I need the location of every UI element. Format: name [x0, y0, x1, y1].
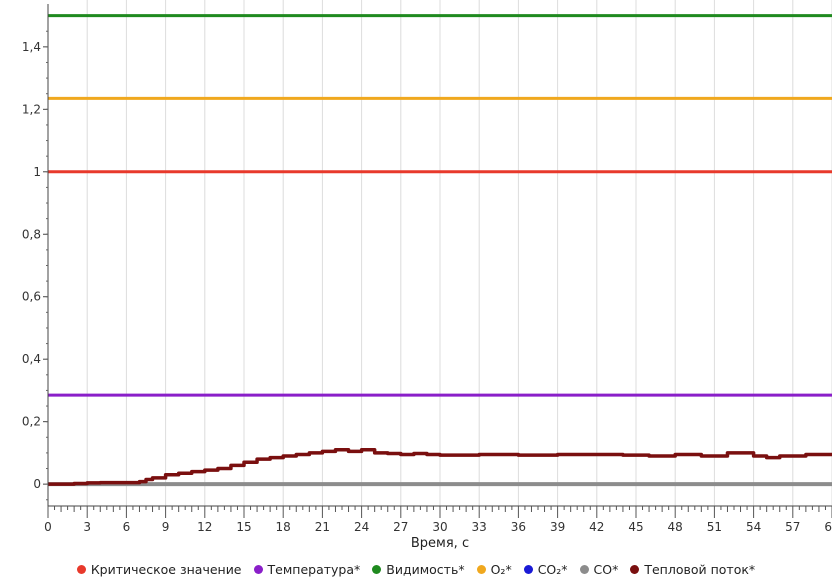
x-tick-label: 33 [472, 520, 487, 534]
legend-item[interactable]: Тепловой поток* [630, 562, 755, 577]
legend-marker-icon [630, 564, 640, 574]
y-tick-label: 0,4 [22, 352, 41, 366]
legend-label: Критическое значение [90, 561, 242, 577]
legend-label: Тепловой поток* [644, 561, 756, 577]
x-tick-label: 60 [824, 520, 832, 534]
x-tick-label: 0 [44, 520, 52, 534]
y-tick-label: 1 [33, 165, 41, 179]
legend-marker-icon [476, 564, 486, 574]
legend-marker-icon [372, 564, 382, 574]
x-tick-label: 51 [707, 520, 722, 534]
legend-item[interactable]: CO₂* [523, 561, 568, 577]
legend-marker-icon [253, 564, 263, 574]
y-tick-label: 0 [33, 477, 41, 491]
x-tick-label: 45 [628, 520, 643, 534]
x-tick-label: 30 [432, 520, 447, 534]
legend-item[interactable]: O₂* [476, 561, 512, 577]
series-line [48, 448, 832, 486]
legend: Критическое значение Температура* Видимост… [0, 558, 832, 580]
legend-marker-icon [579, 564, 589, 574]
legend-marker-icon [76, 564, 86, 574]
x-tick-label: 6 [123, 520, 131, 534]
series-layer [48, 14, 832, 487]
legend-label: CO₂* [537, 561, 568, 577]
line-chart: 00,20,40,60,811,21,40 3 6 9 12 15 18 21 24 27 30 33… [22, 0, 832, 551]
grid-lines [86, 0, 832, 506]
y-tick-label: 0,6 [22, 290, 41, 304]
y-tick-label: 0,8 [22, 227, 41, 241]
x-tick-label: 27 [393, 520, 408, 534]
axes: 00,20,40,60,811,21,40 3 6 9 12 15 18 21 24 27 30 33… [22, 4, 832, 534]
x-tick-label: 21 [315, 520, 330, 534]
x-tick-label: 39 [550, 520, 565, 534]
x-tick-label: 57 [785, 520, 800, 534]
x-tick-label: 15 [236, 520, 251, 534]
legend-label: Видимость* [386, 561, 465, 577]
x-tick-label: 54 [746, 520, 761, 534]
legend-label: Температура* [267, 561, 361, 577]
y-tick-label: 1,2 [22, 102, 41, 116]
legend-item[interactable]: Видимость* [372, 561, 465, 577]
legend-marker-icon [523, 564, 533, 574]
x-tick-label: 36 [511, 520, 526, 534]
x-tick-label: 18 [276, 520, 291, 534]
y-tick-label: 0,2 [22, 415, 41, 429]
legend-item[interactable]: Критическое значение [76, 561, 242, 577]
legend-item[interactable]: Температура* [253, 561, 361, 577]
x-tick-label: 12 [197, 520, 212, 534]
x-axis-title: Время, с [411, 536, 469, 551]
x-tick-label: 48 [668, 520, 683, 534]
x-tick-label: 9 [162, 520, 170, 534]
x-tick-label: 3 [83, 520, 91, 534]
y-tick-label: 1,4 [22, 40, 41, 54]
x-tick-label: 24 [354, 520, 369, 534]
legend-label: O₂* [490, 561, 512, 577]
x-tick-label: 42 [589, 520, 604, 534]
legend-item[interactable]: CO* [579, 561, 619, 577]
legend-label: CO* [593, 561, 619, 577]
